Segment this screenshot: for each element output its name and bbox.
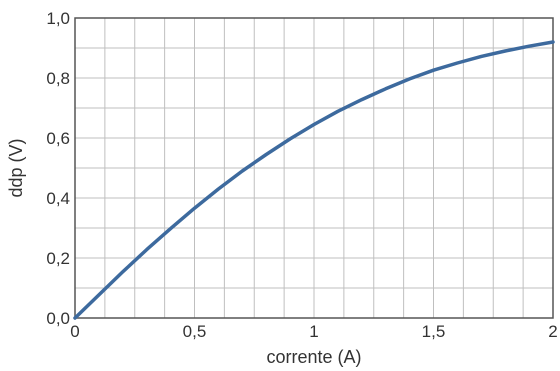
series-lines (73, 40, 555, 320)
x-axis-label: corrente (A) (266, 347, 361, 367)
x-tick-label: 1,5 (422, 322, 446, 341)
plot-frame (74, 17, 554, 319)
y-tick-label: 0,4 (46, 189, 70, 208)
series-line (73, 40, 555, 320)
y-tick-label: 0,2 (46, 249, 70, 268)
y-tick-label: 0,6 (46, 129, 70, 148)
x-tick-labels: 0 0,5 1 1,5 2 (70, 322, 557, 341)
y-tick-label: 0,8 (46, 69, 70, 88)
y-tick-label: 1,0 (46, 9, 70, 28)
grid (75, 18, 553, 318)
x-tick-label: 1 (309, 322, 318, 341)
x-tick-label: 0,5 (183, 322, 207, 341)
x-tick-label: 2 (548, 322, 557, 341)
x-tick-label: 0 (70, 322, 79, 341)
y-tick-label: 0,0 (46, 309, 70, 328)
y-tick-labels: 0,0 0,2 0,4 0,6 0,8 1,0 (46, 9, 70, 328)
y-axis-label: ddp (V) (6, 138, 26, 197)
